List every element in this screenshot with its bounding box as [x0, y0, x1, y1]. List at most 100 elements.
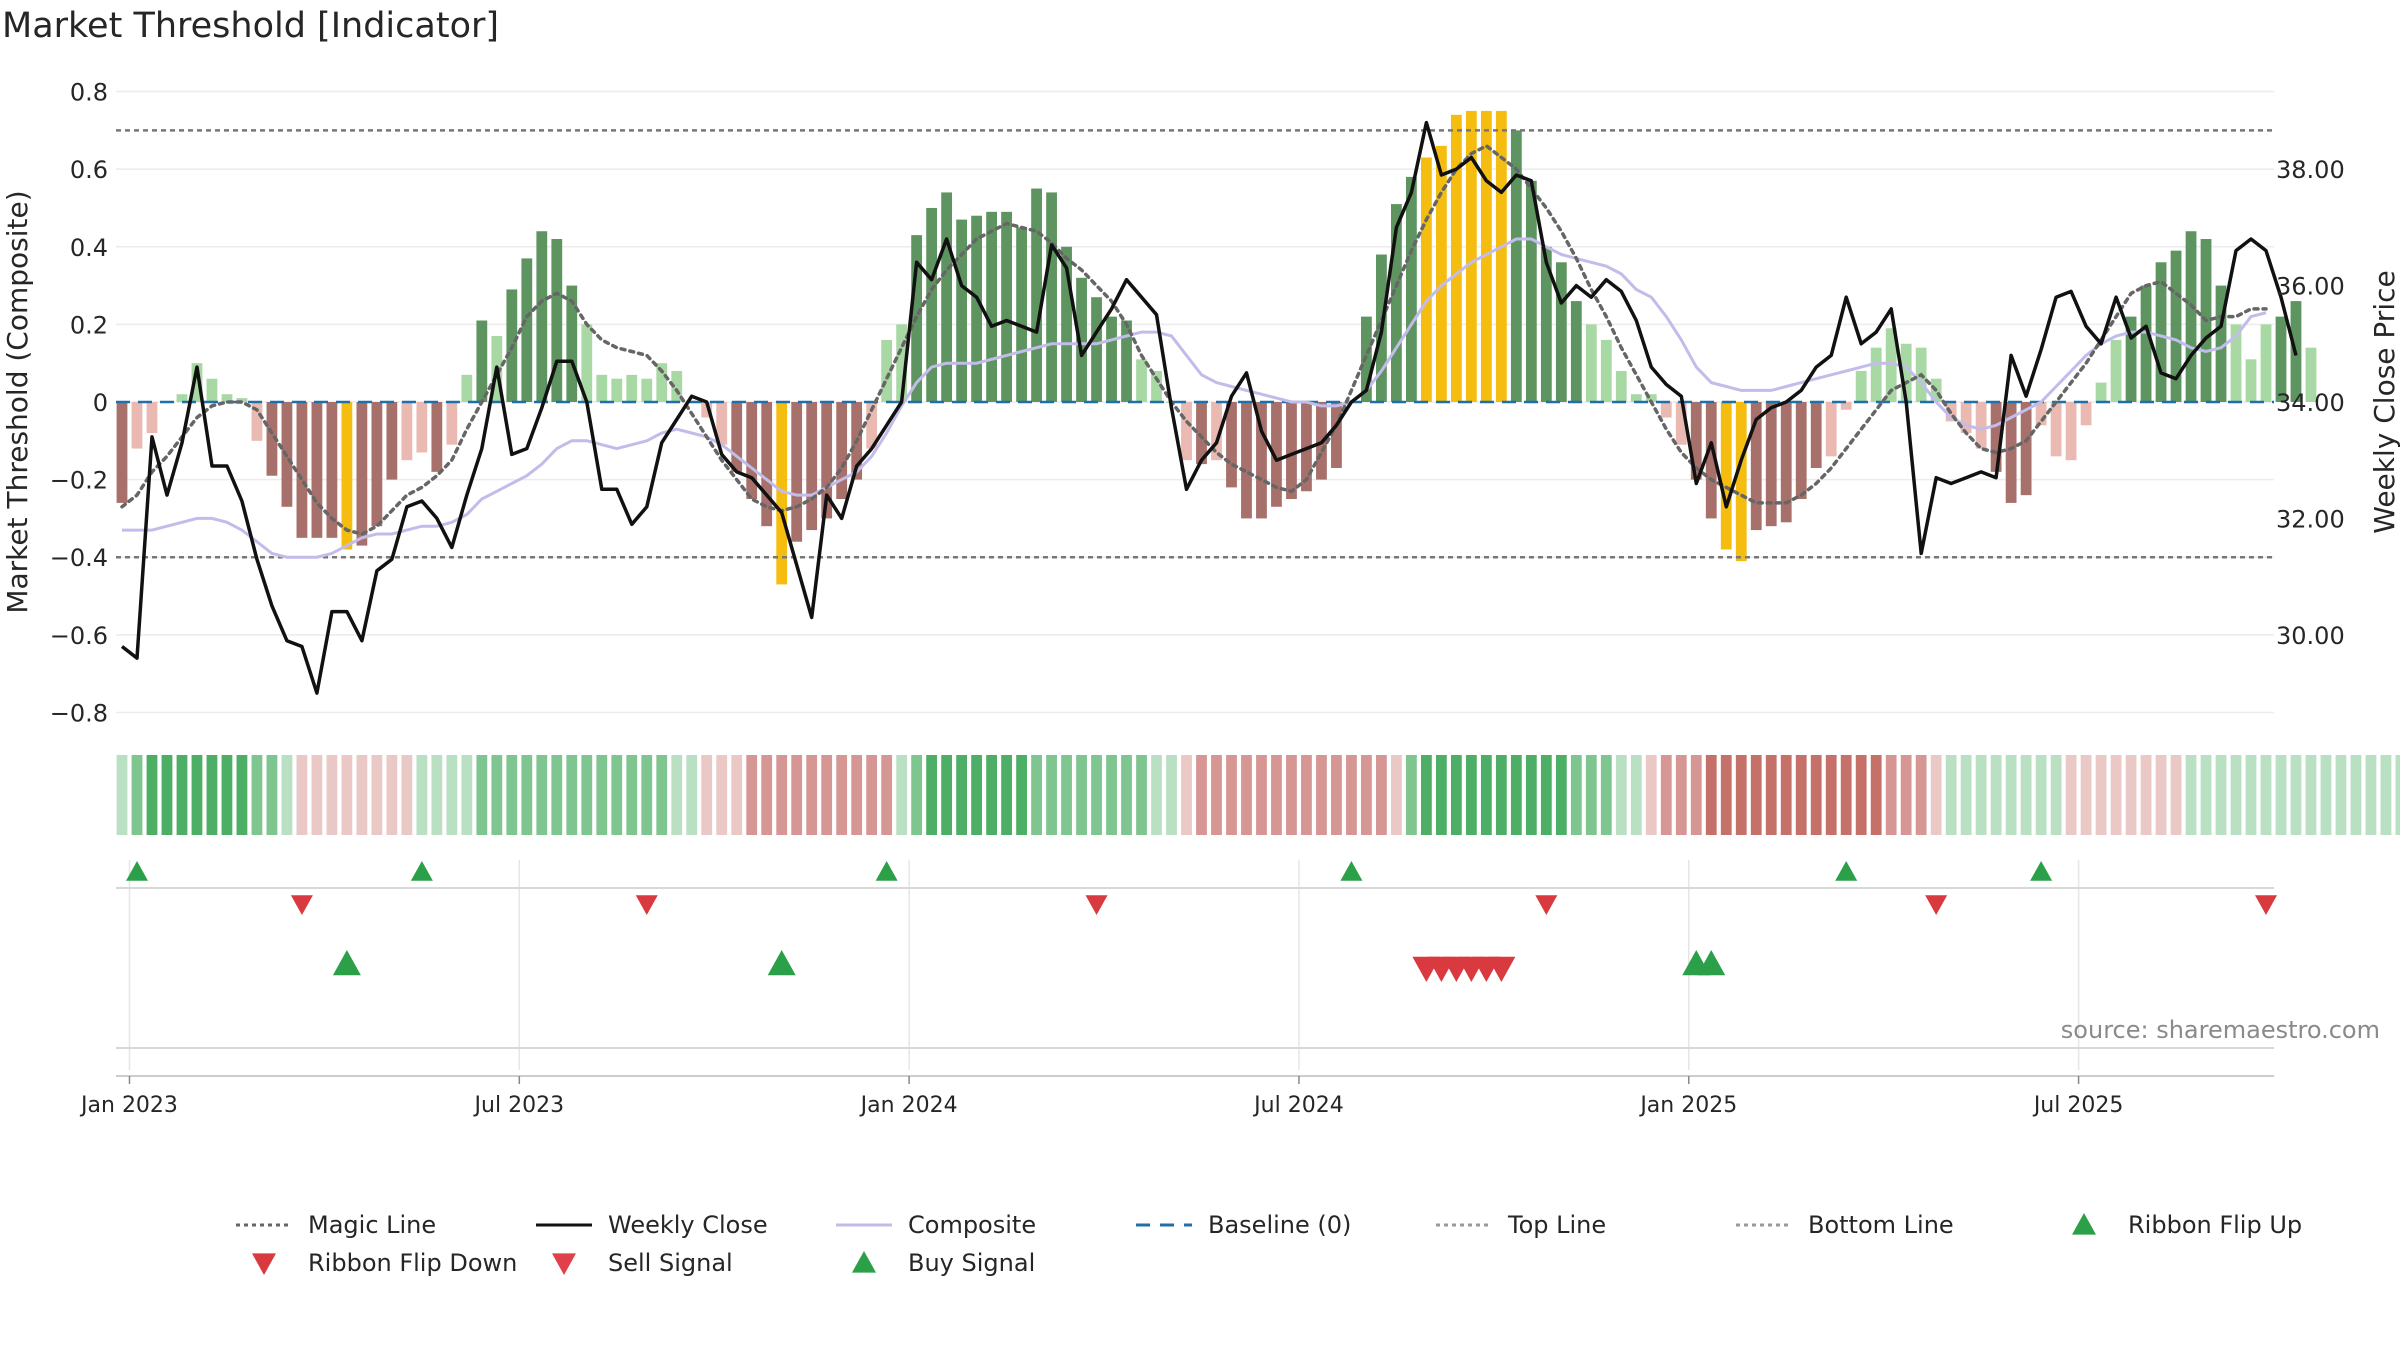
ribbon-segment: [446, 755, 458, 835]
y-tick-label: 0.6: [70, 156, 108, 184]
ribbon-segment: [746, 755, 758, 835]
composite-bar: [476, 320, 488, 402]
ribbon-segment: [1316, 755, 1327, 835]
x-tick-label: Jan 2025: [1638, 1093, 1737, 1118]
ribbon-segment: [941, 755, 953, 835]
composite-bar: [1091, 297, 1102, 402]
composite-bar: [1825, 402, 1837, 457]
ribbon-segment: [2140, 755, 2152, 835]
ribbon-segment: [866, 755, 878, 835]
ribbon-segment: [326, 755, 338, 835]
ribbon-segment: [1151, 755, 1162, 835]
ribbon-segment: [1166, 755, 1177, 835]
ribbon-segment: [2185, 755, 2197, 835]
y-tick-label: 0: [93, 389, 108, 417]
weekly-close-line: [120, 120, 2298, 695]
composite-bar: [1435, 145, 1447, 402]
ribbon-segment: [1420, 755, 1432, 835]
ribbon-segment: [1031, 755, 1042, 835]
composite-bar: [206, 378, 218, 402]
y2-tick-label: 36.00: [2276, 273, 2345, 301]
ribbon-segment: [1016, 755, 1027, 835]
x-tick-label: Jan 2023: [79, 1093, 178, 1118]
ribbon-flip-down-marker: [1925, 895, 1948, 915]
composite-bar: [1630, 394, 1642, 402]
ribbon-segment: [581, 755, 593, 835]
composite-bar: [131, 402, 143, 449]
ribbon-flip-up-marker: [125, 861, 148, 881]
ribbon-segment: [2080, 755, 2092, 835]
ribbon-segment: [1915, 755, 1927, 835]
ribbon-segment: [551, 755, 563, 835]
ribbon-segment: [1600, 755, 1612, 835]
composite-bar: [356, 402, 368, 546]
ribbon-segment: [281, 755, 293, 835]
y-tick-label: −0.6: [50, 622, 108, 650]
composite-bar: [2245, 359, 2257, 402]
ribbon-segment: [161, 755, 173, 835]
ribbon-segment: [1076, 755, 1087, 835]
composite-bars: [116, 110, 2317, 585]
ribbon-segment: [1825, 755, 1837, 835]
ribbon-segment: [1795, 755, 1807, 835]
ribbon-segment: [1196, 755, 1207, 835]
legend-label: Sell Signal: [608, 1249, 733, 1277]
ribbon-flip-down-marker: [1085, 895, 1108, 915]
ribbon-segment: [851, 755, 863, 835]
composite-bar: [926, 207, 938, 402]
legend-label: Bottom Line: [1808, 1211, 1954, 1239]
composite-bar: [1765, 402, 1777, 527]
composite-bar: [1076, 277, 1087, 402]
ribbon-segment: [761, 755, 773, 835]
source-note: source: sharemaestro.com: [2060, 1016, 2380, 1044]
composite-bar: [311, 402, 323, 538]
ribbon-segment: [2395, 755, 2400, 835]
ribbon-segment: [191, 755, 203, 835]
signal-rows: [116, 861, 2277, 1077]
ribbon-segment: [1840, 755, 1852, 835]
ribbon-segment: [1331, 755, 1342, 835]
composite-bar: [461, 374, 473, 402]
ribbon-segment: [1990, 755, 2002, 835]
composite-bar: [416, 402, 428, 453]
composite-bar: [761, 402, 773, 527]
composite-bar: [1675, 402, 1687, 445]
ribbon-segment: [371, 755, 383, 835]
composite-bar: [716, 402, 728, 445]
ribbon-segment: [1391, 755, 1402, 835]
composite-bar: [836, 402, 848, 500]
composite-bar: [611, 378, 623, 402]
composite-bar: [1121, 320, 1132, 402]
ribbon-segment: [1570, 755, 1582, 835]
ribbon-segment: [641, 755, 653, 835]
ribbon-segment: [236, 755, 248, 835]
composite-bar: [146, 402, 158, 434]
ribbon-segment: [1046, 755, 1057, 835]
ribbon-flip-down-marker: [1535, 895, 1558, 915]
ribbon-segment: [416, 755, 428, 835]
ribbon-segment: [1855, 755, 1867, 835]
composite-bar: [1585, 324, 1597, 402]
ribbon-segment: [1630, 755, 1642, 835]
ribbon-segment: [716, 755, 728, 835]
ribbon-segment: [1271, 755, 1282, 835]
axes: 0.8 0.6 0.4 0.2 0 −0.2 −0.4 −0.6 −0.8 38.00 36.00 3…: [1, 79, 2400, 1118]
composite-bar: [221, 394, 233, 402]
y-tick-label: −0.4: [50, 544, 108, 572]
composite-bar: [1450, 114, 1462, 403]
ribbon-segment: [2155, 755, 2167, 835]
ribbon-segment: [1241, 755, 1252, 835]
ribbon-segment: [896, 755, 908, 835]
y2-tick-label: 34.00: [2276, 389, 2345, 417]
composite-bar: [641, 378, 653, 402]
ribbon-segment: [836, 755, 848, 835]
ribbon-segment: [1480, 755, 1492, 835]
ribbon-segment: [2275, 755, 2287, 835]
ribbon-segment: [2200, 755, 2212, 835]
composite-bar: [1645, 394, 1657, 402]
composite-bar: [941, 192, 953, 402]
composite-bar: [1855, 370, 1867, 402]
composite-bar: [956, 219, 968, 402]
composite-bar: [1480, 110, 1492, 402]
